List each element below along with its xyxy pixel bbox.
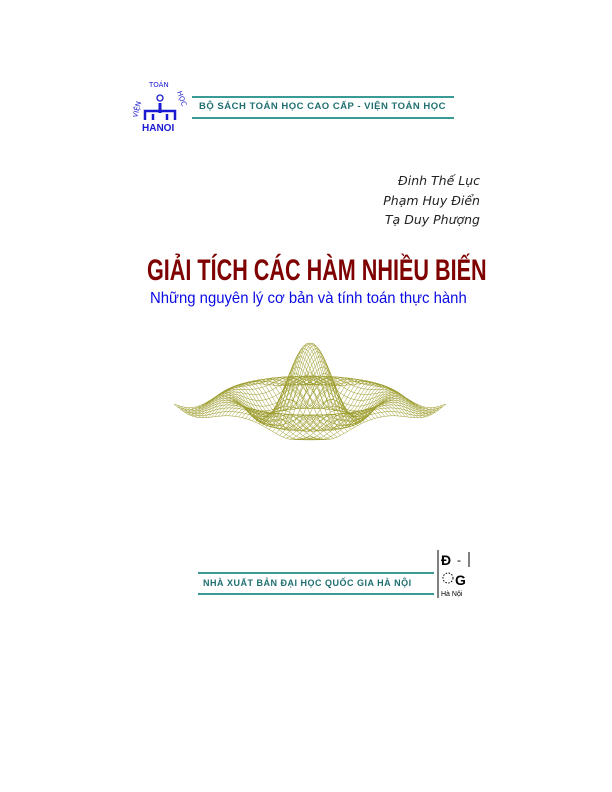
surface-grid-line (265, 388, 402, 432)
surface-grid-line (245, 345, 382, 429)
surface-grid-line (292, 376, 430, 416)
surface-grid-line (231, 356, 368, 426)
surface-grid-line (214, 376, 351, 419)
svg-text:HANOI: HANOI (142, 123, 174, 132)
footer-rule-top (198, 572, 434, 574)
footer-rule-bottom (198, 593, 434, 595)
svg-text:Đ: Đ (441, 552, 451, 568)
publisher-name: NHÀ XUẤT BẢN ĐẠI HỌC QUỐC GIA HÀ NỘI (203, 578, 412, 588)
surface-grid-line (303, 406, 440, 441)
book-subtitle: Những nguyên lý cơ bản và tính toán thực… (150, 290, 467, 307)
surface-grid-line (221, 377, 358, 422)
book-title: GIẢI TÍCH CÁC HÀM NHIỀU BIẾN (147, 254, 487, 287)
surface-grid-line (282, 394, 419, 438)
surface-grid-line (204, 375, 341, 418)
author: Phạm Huy Điển (383, 192, 480, 208)
surface-grid-line (299, 404, 436, 441)
surface-grid-line (279, 393, 416, 436)
surface-grid-line (201, 375, 338, 419)
wireframe-surface-illustration (173, 342, 447, 441)
svg-text:-: - (457, 553, 461, 567)
svg-text:G: G (455, 572, 466, 588)
surface-grid-line (258, 386, 396, 432)
surface-grid-line (177, 374, 314, 410)
surface-grid-line (245, 343, 382, 428)
surface-grid-line (235, 348, 372, 427)
publisher-logo: Đ - G Hà Nội (437, 550, 470, 598)
surface-grid-line (241, 342, 379, 429)
surface-grid-line (262, 387, 399, 432)
surface-grid-line (187, 376, 324, 415)
surface-grid-line (238, 343, 375, 428)
header-rule-top (192, 96, 454, 98)
author: Đinh Thế Lục (398, 173, 480, 188)
surface-grid-line (190, 376, 328, 416)
series-name: BỘ SÁCH TOÁN HỌC CAO CẤP - VIỆN TOÁN HỌC (199, 101, 446, 112)
svg-text:HỌC: HỌC (175, 90, 187, 108)
svg-text:TOÁN: TOÁN (148, 80, 169, 89)
surface-grid-line (292, 400, 430, 440)
surface-grid-line (184, 377, 321, 413)
surface-grid-line (309, 403, 447, 440)
surface-grid-line (252, 360, 389, 431)
surface-grid-line (289, 398, 426, 440)
svg-text:Hà Nội: Hà Nội (441, 591, 463, 598)
surface-grid-line (306, 405, 443, 441)
svg-text:VIỆN: VIỆN (133, 100, 143, 118)
surface-grid-line (224, 378, 362, 424)
surface-grid-line (180, 377, 317, 412)
header-rule-bottom (192, 117, 454, 119)
surface-grid-line (173, 403, 311, 440)
institute-logo: VIỆN TOÁN HỌC HANOI (133, 80, 187, 132)
author: Tạ Duy Phượng (384, 212, 480, 227)
authors: Đinh Thế Lục Phạm Huy Điển Tạ Duy Phượng (383, 171, 480, 230)
surface-grid-line (286, 396, 423, 439)
surface-grid-line (248, 351, 385, 430)
